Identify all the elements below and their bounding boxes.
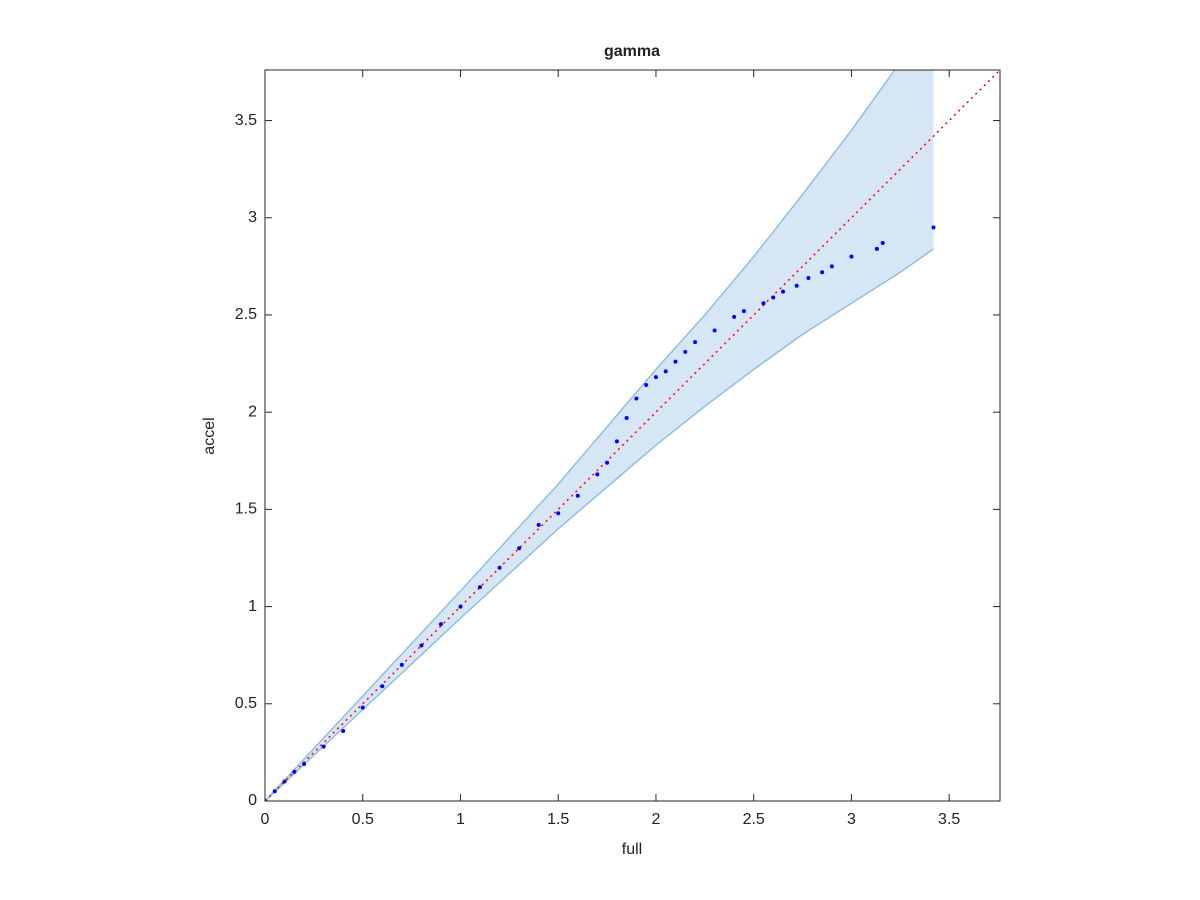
x-tick-label: 3.5 — [938, 811, 960, 828]
band-edge — [265, 248, 934, 801]
point — [673, 359, 678, 364]
point — [741, 309, 746, 314]
x-tick-label: 2 — [652, 811, 661, 828]
point — [360, 705, 365, 710]
point — [624, 416, 629, 421]
point — [380, 684, 385, 689]
point — [517, 546, 522, 551]
point — [880, 241, 885, 246]
point — [732, 314, 737, 319]
point — [536, 522, 541, 527]
point — [282, 779, 287, 784]
y-tick-label: 0.5 — [235, 695, 257, 712]
x-tick-label: 1.5 — [547, 811, 569, 828]
point — [761, 301, 766, 306]
point — [829, 264, 834, 269]
point — [556, 511, 561, 516]
point — [292, 769, 297, 774]
point — [605, 460, 610, 465]
point — [771, 295, 776, 300]
point — [478, 585, 483, 590]
point — [683, 349, 688, 354]
x-tick-label: 0 — [261, 811, 270, 828]
point — [712, 328, 717, 333]
point — [302, 762, 307, 767]
y-tick-label: 1 — [248, 598, 257, 615]
point — [820, 270, 825, 275]
point — [272, 789, 277, 794]
x-tick-label: 0.5 — [352, 811, 374, 828]
point — [644, 382, 649, 387]
point — [634, 396, 639, 401]
x-tick-label: 3 — [847, 811, 856, 828]
axes-box — [264, 69, 1001, 802]
point — [653, 375, 658, 380]
point — [663, 369, 668, 374]
point — [497, 565, 502, 570]
confidence-band — [265, 70, 934, 801]
point — [321, 744, 326, 749]
chart-title: gamma — [604, 43, 660, 60]
y-tick-label: 2.5 — [235, 306, 257, 323]
point — [614, 439, 619, 444]
x-tick-label: 2.5 — [743, 811, 765, 828]
y-tick-label: 2 — [248, 403, 257, 420]
point — [806, 276, 811, 281]
point — [794, 283, 799, 288]
point — [341, 729, 346, 734]
band-edge — [265, 70, 896, 801]
point — [399, 662, 404, 667]
point — [693, 340, 698, 345]
point — [419, 643, 424, 648]
point — [595, 472, 600, 477]
point — [849, 254, 854, 259]
plot-area — [265, 70, 1000, 801]
y-tick-label: 0 — [248, 792, 257, 809]
point — [575, 493, 580, 498]
y-tick-label: 3.5 — [235, 112, 257, 129]
point — [781, 289, 786, 294]
point — [874, 246, 879, 251]
point — [438, 622, 443, 627]
point — [931, 225, 936, 230]
x-axis-label: full — [622, 841, 642, 858]
point — [458, 604, 463, 609]
y-axis-label: accel — [201, 417, 218, 454]
y-tick-label: 1.5 — [235, 501, 257, 518]
x-tick-label: 1 — [456, 811, 465, 828]
y-tick-label: 3 — [248, 209, 257, 226]
